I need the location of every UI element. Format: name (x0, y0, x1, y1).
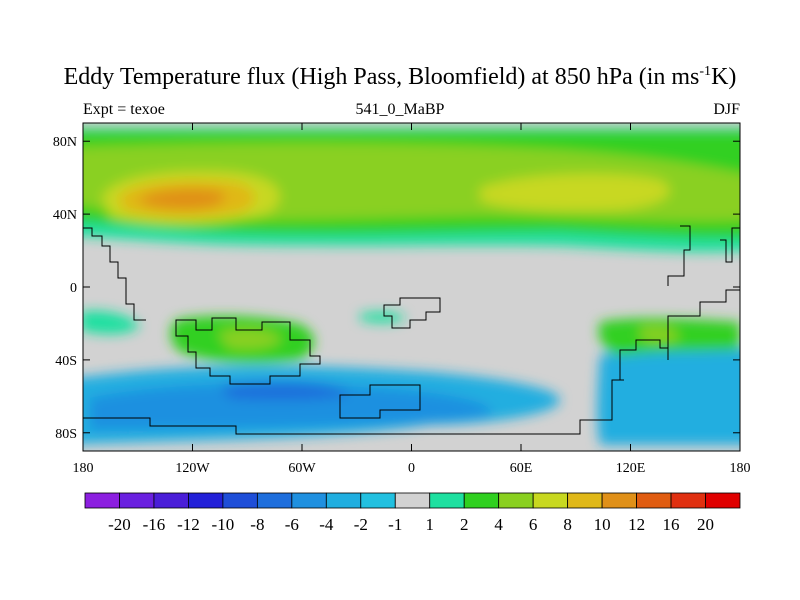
colorbar-label: -12 (177, 515, 200, 534)
southern-band-deep (220, 381, 350, 400)
japan-outline (667, 225, 691, 286)
y-tick-label: 80N (53, 135, 77, 150)
colorbar-label: 10 (594, 515, 611, 534)
sh-indian-inner (640, 326, 680, 343)
y-tick-label: 40N (53, 208, 77, 223)
colorbar-swatch (463, 492, 500, 509)
experiment-label: Expt = texoe (83, 101, 165, 118)
colorbar-label: -2 (354, 515, 368, 534)
colorbar-swatch (360, 492, 396, 509)
colorbar-label: 12 (628, 515, 645, 534)
colorbar-swatch (222, 492, 258, 509)
north-america-west-coast (83, 227, 146, 321)
colorbar-swatch (153, 492, 189, 509)
colorbar-swatch (429, 492, 465, 509)
x-tick-label: 60E (510, 461, 533, 476)
colorbar-label: 4 (494, 515, 503, 534)
colorbar-label: -6 (285, 515, 299, 534)
africa-outline (383, 297, 441, 329)
colorbar-label: -16 (143, 515, 166, 534)
colorbar-swatch (256, 492, 293, 509)
north-pacific-max (140, 188, 225, 210)
colorbar-swatch (567, 492, 603, 509)
colorbar: -20 -16 -12 -10 -8 -6 -4 -2 -1 1 2 4 6 8 10 12 16 20 (84, 492, 741, 534)
south-atlantic-patch (360, 311, 406, 323)
colorbar-label: -20 (108, 515, 131, 534)
flux-field (83, 128, 740, 445)
chart-title: Eddy Temperature flux (High Pass, Bloomf… (63, 64, 737, 90)
colorbar-swatch (532, 492, 569, 509)
colorbar-swatch (670, 492, 706, 509)
x-tick-label: 180 (730, 461, 751, 476)
colorbar-swatch (705, 492, 741, 509)
colorbar-label: -8 (250, 515, 264, 534)
colorbar-swatch (394, 492, 431, 509)
colorbar-swatch (291, 492, 327, 509)
x-tick-label: 60W (288, 461, 316, 476)
x-tick-label: 180 (73, 461, 94, 476)
colorbar-label: 16 (663, 515, 680, 534)
colorbar-label: -1 (388, 515, 402, 534)
x-axis: 180 120W 60W 0 60E 120E 180 (73, 123, 751, 476)
colorbar-swatch (601, 492, 637, 509)
season-label: DJF (713, 101, 740, 118)
asia-east-coast (667, 289, 740, 360)
x-tick-label: 0 (408, 461, 415, 476)
y-tick-label: 40S (55, 354, 77, 369)
colorbar-swatch (636, 492, 672, 509)
colorbar-label: -4 (319, 515, 334, 534)
colorbar-swatch (498, 492, 534, 509)
colorbar-swatch (188, 492, 224, 509)
y-axis: 80N 40N 0 40S 80S (53, 135, 740, 442)
southern-band-mid (90, 384, 492, 430)
x-tick-label: 120W (175, 461, 210, 476)
antarctic-coast (83, 379, 624, 435)
sh-west-patch (83, 310, 140, 335)
south-america-outline (175, 317, 321, 385)
colorbar-swatch (84, 492, 120, 509)
run-label: 541_0_MaBP (355, 101, 445, 118)
colorbar-label: 20 (697, 515, 714, 534)
australia-outline (612, 339, 669, 381)
x-tick-label: 120E (616, 461, 646, 476)
y-tick-label: 0 (70, 281, 77, 296)
land-outlines (83, 225, 740, 435)
colorbar-label: -10 (212, 515, 235, 534)
north-atlantic-max (480, 173, 670, 211)
colorbar-swatch (119, 492, 155, 509)
y-tick-label: 80S (55, 427, 77, 442)
colorbar-label: 6 (529, 515, 538, 534)
colorbar-label: 2 (460, 515, 469, 534)
sh-pacific-inner (218, 328, 282, 350)
colorbar-label: 1 (425, 515, 434, 534)
east-asia-coast (720, 227, 740, 263)
southern-band-east (597, 347, 740, 445)
colorbar-swatch (325, 492, 362, 509)
colorbar-label: 8 (563, 515, 572, 534)
weddell-sea-outline (339, 384, 421, 419)
